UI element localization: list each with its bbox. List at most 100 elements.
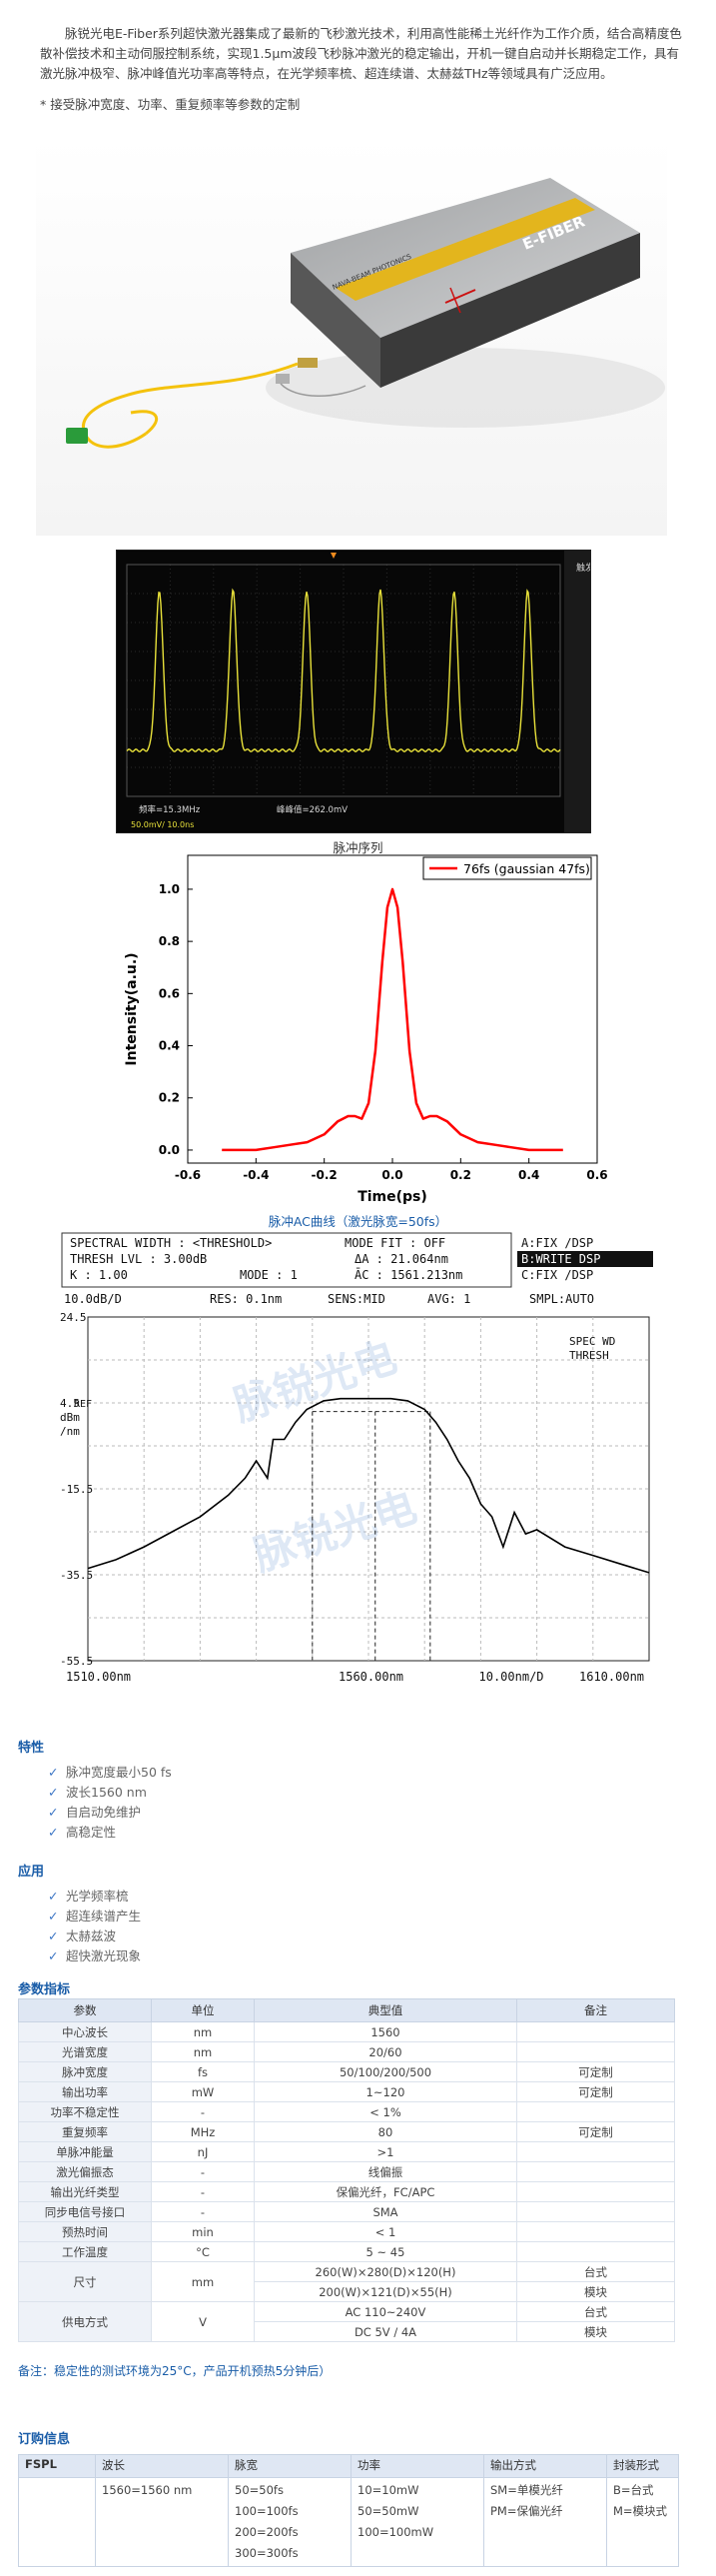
table-cell: - [151,2201,255,2222]
table-cell: 预热时间 [18,2221,152,2242]
table-cell: 200(W)×121(D)×55(H) [254,2281,517,2302]
col-header: 功率 [351,2454,484,2478]
table-row: 预热时间 min < 1 [18,2221,675,2242]
plot-frame [187,854,598,1164]
applications-title: 应用 [18,1865,45,1880]
table-cell [516,2201,675,2222]
table-cell: 20/60 [254,2041,517,2062]
table-cell: 10=10mW 50=50mW 100=100mW [351,2477,484,2567]
y-tick-label: 0.8 [159,934,180,948]
table-cell [516,2221,675,2242]
table-cell: nm [151,2021,255,2042]
y-axis-label: Intensity(a.u.) [124,952,140,1065]
col-header: 典型值 [254,1998,517,2022]
table-row: 中心波长 nm 1560 [18,2021,675,2042]
spec-table: 参数 单位 典型值 备注 中心波长 nm 1560 光谱宽度 nm 20/60 脉冲宽度 fs… [18,1998,675,2342]
spectrum-trace [87,1397,650,1574]
intro-text: 脉锐光电E-Fiber系列超快激光器集成了最新的飞秒激光技术，利用高性能稀土光纤… [40,26,682,81]
table-cell: 260(W)×280(D)×120(H) [254,2261,517,2282]
x-tick-label: -0.2 [312,1168,338,1182]
list-item: ✓ 高稳定性 [48,1823,172,1843]
table-cell: SMA [254,2201,517,2222]
check-icon: ✓ [48,1929,59,1943]
y-tick-label: -35.5 [60,1569,93,1582]
device-front [380,233,640,388]
col-header: 参数 [18,1998,152,2022]
table-cell [516,2041,675,2062]
freq-readout: 频率=15.3MHz [139,804,201,815]
table-cell: - [151,2181,255,2202]
table-cell: < 1% [254,2101,517,2122]
col-header: 备注 [516,1998,675,2022]
order-option: B=台式 [613,2483,654,2497]
table-row: 输出光纤类型 - 保偏光纤，FC/APC [18,2181,675,2202]
table-cell: 50=50fs 100=100fs 200=200fs 300=300fs [228,2477,352,2567]
order-option: 10=10mW [358,2483,419,2497]
table-cell: - [151,2161,255,2182]
x-tick-label: 1560.00nm [339,1670,403,1684]
list-item: ✓ 太赫兹波 [48,1927,141,1946]
table-cell: mW [151,2081,255,2102]
pkpk-readout: 峰峰值=262.0mV [277,804,348,815]
y-tick-label: 24.5 [60,1311,87,1324]
table-cell: 可定制 [516,2081,675,2102]
status-scale: 10.0dB/D [64,1292,122,1306]
table-row: 脉冲宽度 fs 50/100/200/500 可定制 [18,2061,675,2082]
table-cell: 保偏光纤，FC/APC [254,2181,517,2202]
table-cell: nm [151,2041,255,2062]
header-left: SPECTRAL WIDTH : <THRESHOLD> [70,1236,272,1250]
table-cell: 激光偏振态 [18,2161,152,2182]
status-sens: SENS:MID [328,1292,385,1306]
ac-chart: -0.6 -0.4 -0.2 0.0 0.2 0.4 0.6 0.0 0.2 0.4 0.6 0.8 1… [118,851,608,1251]
table-cell: 工作温度 [18,2241,152,2262]
product-photo: E-FIBER NAVA-BEAM PHOTONICS [36,138,667,536]
thresh-readout: THRESH LVL : 3.00dB [70,1252,207,1266]
table-cell: 尺寸 [18,2261,152,2302]
remark-text: 备注：稳定性的测试环境为25°C，产品开机预热5分钟后） [18,2364,332,2378]
list-item: ✓ 超快激光现象 [48,1946,141,1966]
col-header: 波长 [95,2454,229,2478]
table-cell: 功率不稳定性 [18,2101,152,2122]
trigger-marker [331,553,337,559]
check-icon: ✓ [48,1889,59,1904]
table-cell: 80 [254,2121,517,2142]
table-cell [516,2101,675,2122]
ac-caption: 脉冲AC曲线（激光脉宽=50fs） [268,1214,448,1229]
osa-header-box [61,1232,512,1288]
specs-title: 参数指标 [18,1982,71,1997]
scale-readout: 50.0mV/ 10.0ns [131,820,194,829]
k-readout: K : 1.00 [70,1268,128,1282]
table-row: 重复频率 MHz 80 可定制 [18,2121,675,2142]
table-cell: 可定制 [516,2121,675,2142]
order-option: 100=100fs [235,2504,299,2518]
trace-c-label: C:FIX /DSP [521,1268,593,1282]
table-cell: - [151,2101,255,2122]
scope-caption: 脉冲序列 [333,840,383,855]
list-item: ✓ 光学频率梳 [48,1887,141,1907]
y-axis-unit: dBm [60,1411,80,1424]
table-cell: MHz [151,2121,255,2142]
table-cell: 脉冲宽度 [18,2061,152,2082]
x-tick-label: 0.4 [518,1168,539,1182]
table-row: 供电方式 V AC 110~240V 台式 [18,2301,675,2342]
table-cell: B=台式 M=模块式 [606,2477,679,2567]
trace-b-label: B:WRITE DSP [521,1252,600,1266]
table-cell: 台式 [516,2301,675,2322]
check-icon: ✓ [48,1825,59,1840]
side-label: 触发 [576,562,590,574]
applications-list: ✓ 光学频率梳 ✓ 超连续谱产生 ✓ 太赫兹波 ✓ 超快激光现象 [48,1887,141,1966]
laser-device-illustration: E-FIBER NAVA-BEAM PHOTONICS [66,178,665,449]
order-option: PM=保偏光纤 [490,2504,563,2518]
table-cell: 1560 [254,2021,517,2042]
osa-spectrum: SPECTRAL WIDTH : <THRESHOLD> MODE FIT : O… [60,1231,659,1691]
table-cell [516,2241,675,2262]
status-res: RES: 0.1nm [210,1292,282,1306]
oscilloscope-screen: 触发频率=15.3MHz 峰峰值=262.0mV 50.0mV/ 10.0ns [116,550,594,833]
side-panel [564,551,590,832]
y-tick-label: 0.6 [159,986,180,1000]
table-cell: < 1 [254,2221,517,2242]
col-header: 封装形式 [606,2454,679,2478]
table-cell: 模块 [516,2321,675,2342]
table-cell: 光谱宽度 [18,2041,152,2062]
